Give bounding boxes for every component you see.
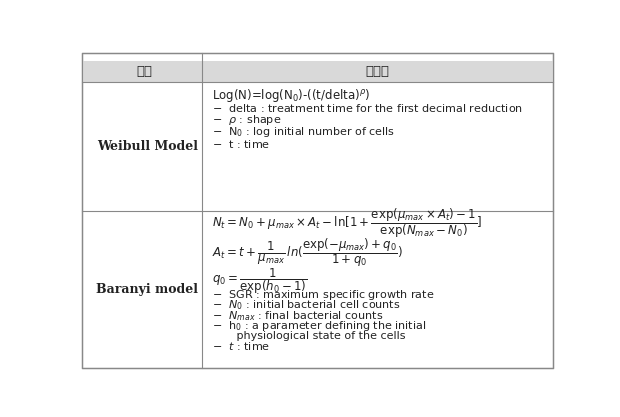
Text: $-$  delta : treatment time for the first decimal reduction: $-$ delta : treatment time for the first…	[212, 102, 523, 114]
Text: Weibull Model: Weibull Model	[97, 140, 198, 153]
Text: $A_t = t + \dfrac{1}{\mu_{max}}\,ln(\dfrac{\exp(-\mu_{max}) + q_0}{1 + q_0})$: $A_t = t + \dfrac{1}{\mu_{max}}\,ln(\dfr…	[212, 236, 403, 269]
Text: $-$  $\rho$ : shape: $-$ $\rho$ : shape	[212, 113, 281, 127]
FancyBboxPatch shape	[82, 53, 553, 368]
Text: $-$  $N_0$ : initial bacterial cell counts: $-$ $N_0$ : initial bacterial cell count…	[212, 299, 401, 312]
Text: 분류: 분류	[137, 65, 153, 78]
Text: $q_0 = \dfrac{1}{\exp(h_0 - 1)}$: $q_0 = \dfrac{1}{\exp(h_0 - 1)}$	[212, 266, 308, 296]
Text: $-$  $t$ : time: $-$ $t$ : time	[212, 340, 270, 352]
Text: Baranyi model: Baranyi model	[96, 283, 198, 296]
Text: $-$  SGR : maximum specific growth rate: $-$ SGR : maximum specific growth rate	[212, 288, 435, 302]
FancyBboxPatch shape	[82, 61, 553, 82]
Text: $-$  N$_0$ : log initial number of cells: $-$ N$_0$ : log initial number of cells	[212, 125, 395, 139]
Text: $-$  $N_{max}$ : final bacterial counts: $-$ $N_{max}$ : final bacterial counts	[212, 309, 383, 323]
Text: $-$  t : time: $-$ t : time	[212, 138, 270, 151]
Text: Log(N)=log(N$_0$)-((t/delta)$^\rho$): Log(N)=log(N$_0$)-((t/delta)$^\rho$)	[212, 87, 370, 104]
Text: physiological state of the cells: physiological state of the cells	[212, 331, 405, 341]
Text: $N_t = N_0 + \mu_{max} \times A_t - \ln[1 + \dfrac{\exp(\mu_{max} \times A_t) - : $N_t = N_0 + \mu_{max} \times A_t - \ln[…	[212, 206, 482, 240]
Text: $-$  h$_0$ : a parameter defining the initial: $-$ h$_0$ : a parameter defining the ini…	[212, 319, 427, 334]
Text: 계산식: 계산식	[366, 65, 390, 78]
